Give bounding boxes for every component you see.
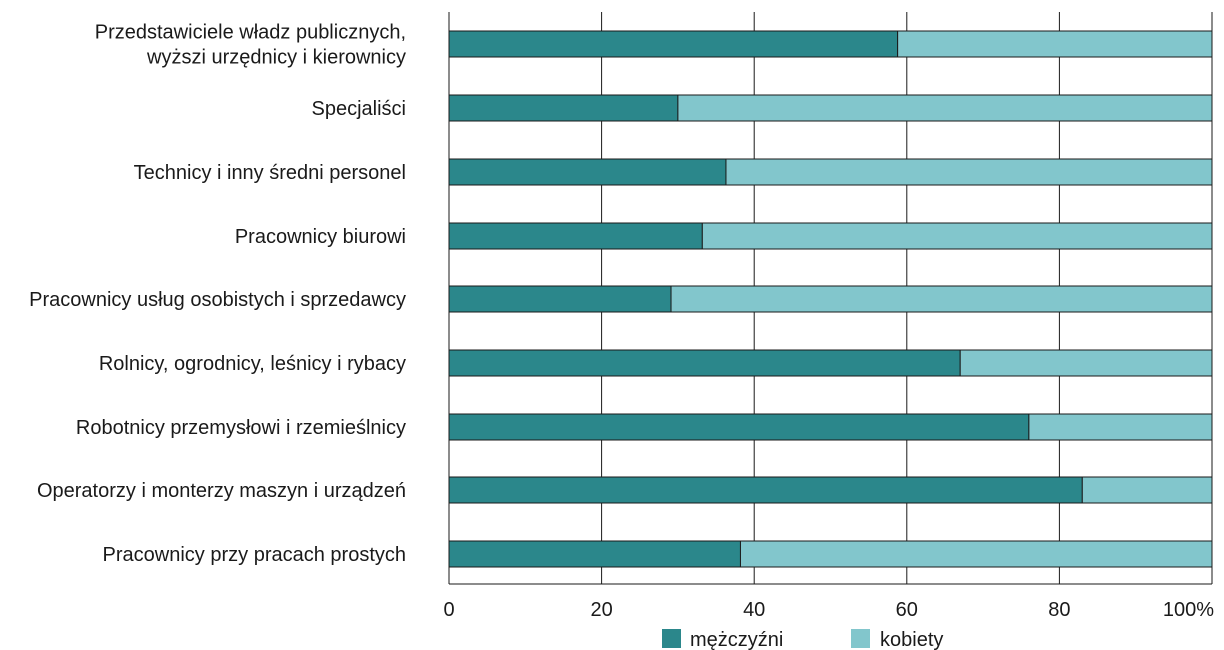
bar-segment — [448, 222, 703, 250]
category-labels: Przedstawiciele władz publicznych, wyższi… — [29, 22, 406, 567]
bar-segment — [897, 30, 1213, 58]
bar-segment — [448, 158, 727, 186]
bar-segment — [959, 349, 1213, 377]
x-tick-labels: 0 20 40 60 80 100% — [443, 599, 1214, 621]
bar-segment — [677, 94, 1213, 122]
bar-segment — [448, 413, 1030, 441]
x-tick-label: 40 — [743, 599, 765, 621]
category-label: Pracownicy przy pracach prostych — [103, 544, 406, 566]
category-label: Robotnicy przemysłowi i rzemieślnicy — [76, 417, 406, 439]
bar-segment — [1028, 413, 1213, 441]
legend: mężczyźni kobiety — [662, 629, 943, 650]
x-tick-label: 100% — [1163, 599, 1214, 621]
bars — [448, 30, 1213, 568]
x-tick-label: 0 — [443, 599, 454, 621]
category-label: Specjaliści — [312, 98, 406, 120]
legend-swatch — [851, 629, 870, 648]
bar-segment — [448, 94, 679, 122]
bar-segment — [670, 285, 1213, 313]
category-label: Technicy i inny średni personel — [134, 162, 406, 184]
category-label: Rolnicy, ogrodnicy, leśnicy i rybacy — [99, 353, 406, 375]
category-label: Pracownicy usług osobistych i sprzedawcy — [29, 289, 406, 311]
bar-segment — [725, 158, 1213, 186]
legend-label: kobiety — [880, 629, 943, 650]
legend-swatch — [662, 629, 681, 648]
bar-segment — [1081, 476, 1213, 504]
category-label: wyższi urzędnicy i kierownicy — [146, 47, 406, 69]
legend-label: mężczyźni — [690, 629, 783, 650]
bar-segment — [448, 540, 741, 568]
bar-segment — [448, 30, 899, 58]
category-label: Przedstawiciele władz publicznych, — [95, 22, 406, 44]
bar-segment — [448, 476, 1083, 504]
bar-segment — [448, 285, 672, 313]
category-label: Operatorzy i monterzy maszyn i urządzeń — [37, 480, 406, 502]
bar-segment — [448, 349, 961, 377]
category-label: Pracownicy biurowi — [235, 226, 406, 248]
x-tick-label: 20 — [590, 599, 612, 621]
bar-segment — [739, 540, 1213, 568]
bar-segment — [701, 222, 1213, 250]
x-tick-label: 80 — [1048, 599, 1070, 621]
x-tick-label: 60 — [896, 599, 918, 621]
